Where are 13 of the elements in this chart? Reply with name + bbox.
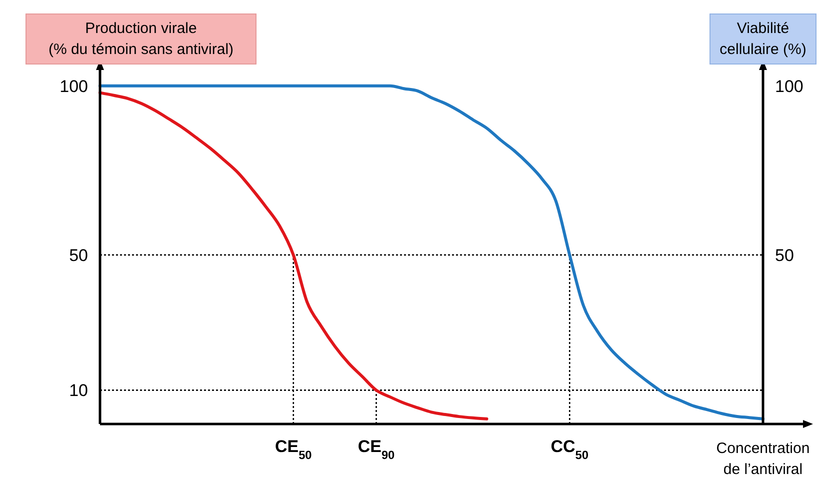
y-tick-label: 10 <box>69 381 88 400</box>
x-tick-label: CE$_{50}$ <box>274 437 312 462</box>
y-tick-label: 50 <box>69 246 88 265</box>
x-tick-label: CC$_{50}$ <box>550 437 589 462</box>
line-series <box>98 84 764 420</box>
y2-tick-label: 100 <box>775 76 804 96</box>
x-axis-title: Concentration de l’antiviral <box>716 440 810 478</box>
y2-tick-label: 50 <box>775 246 794 265</box>
y2-axis-title: Viabilité cellulaire (%) <box>720 20 806 58</box>
line-series <box>98 91 488 420</box>
x-tick-label: CE$_{90}$ <box>358 437 396 462</box>
y-axis-title: Production virale (% du témoin sans antiviral) <box>48 20 234 58</box>
y-tick-label: 100 <box>60 76 88 96</box>
